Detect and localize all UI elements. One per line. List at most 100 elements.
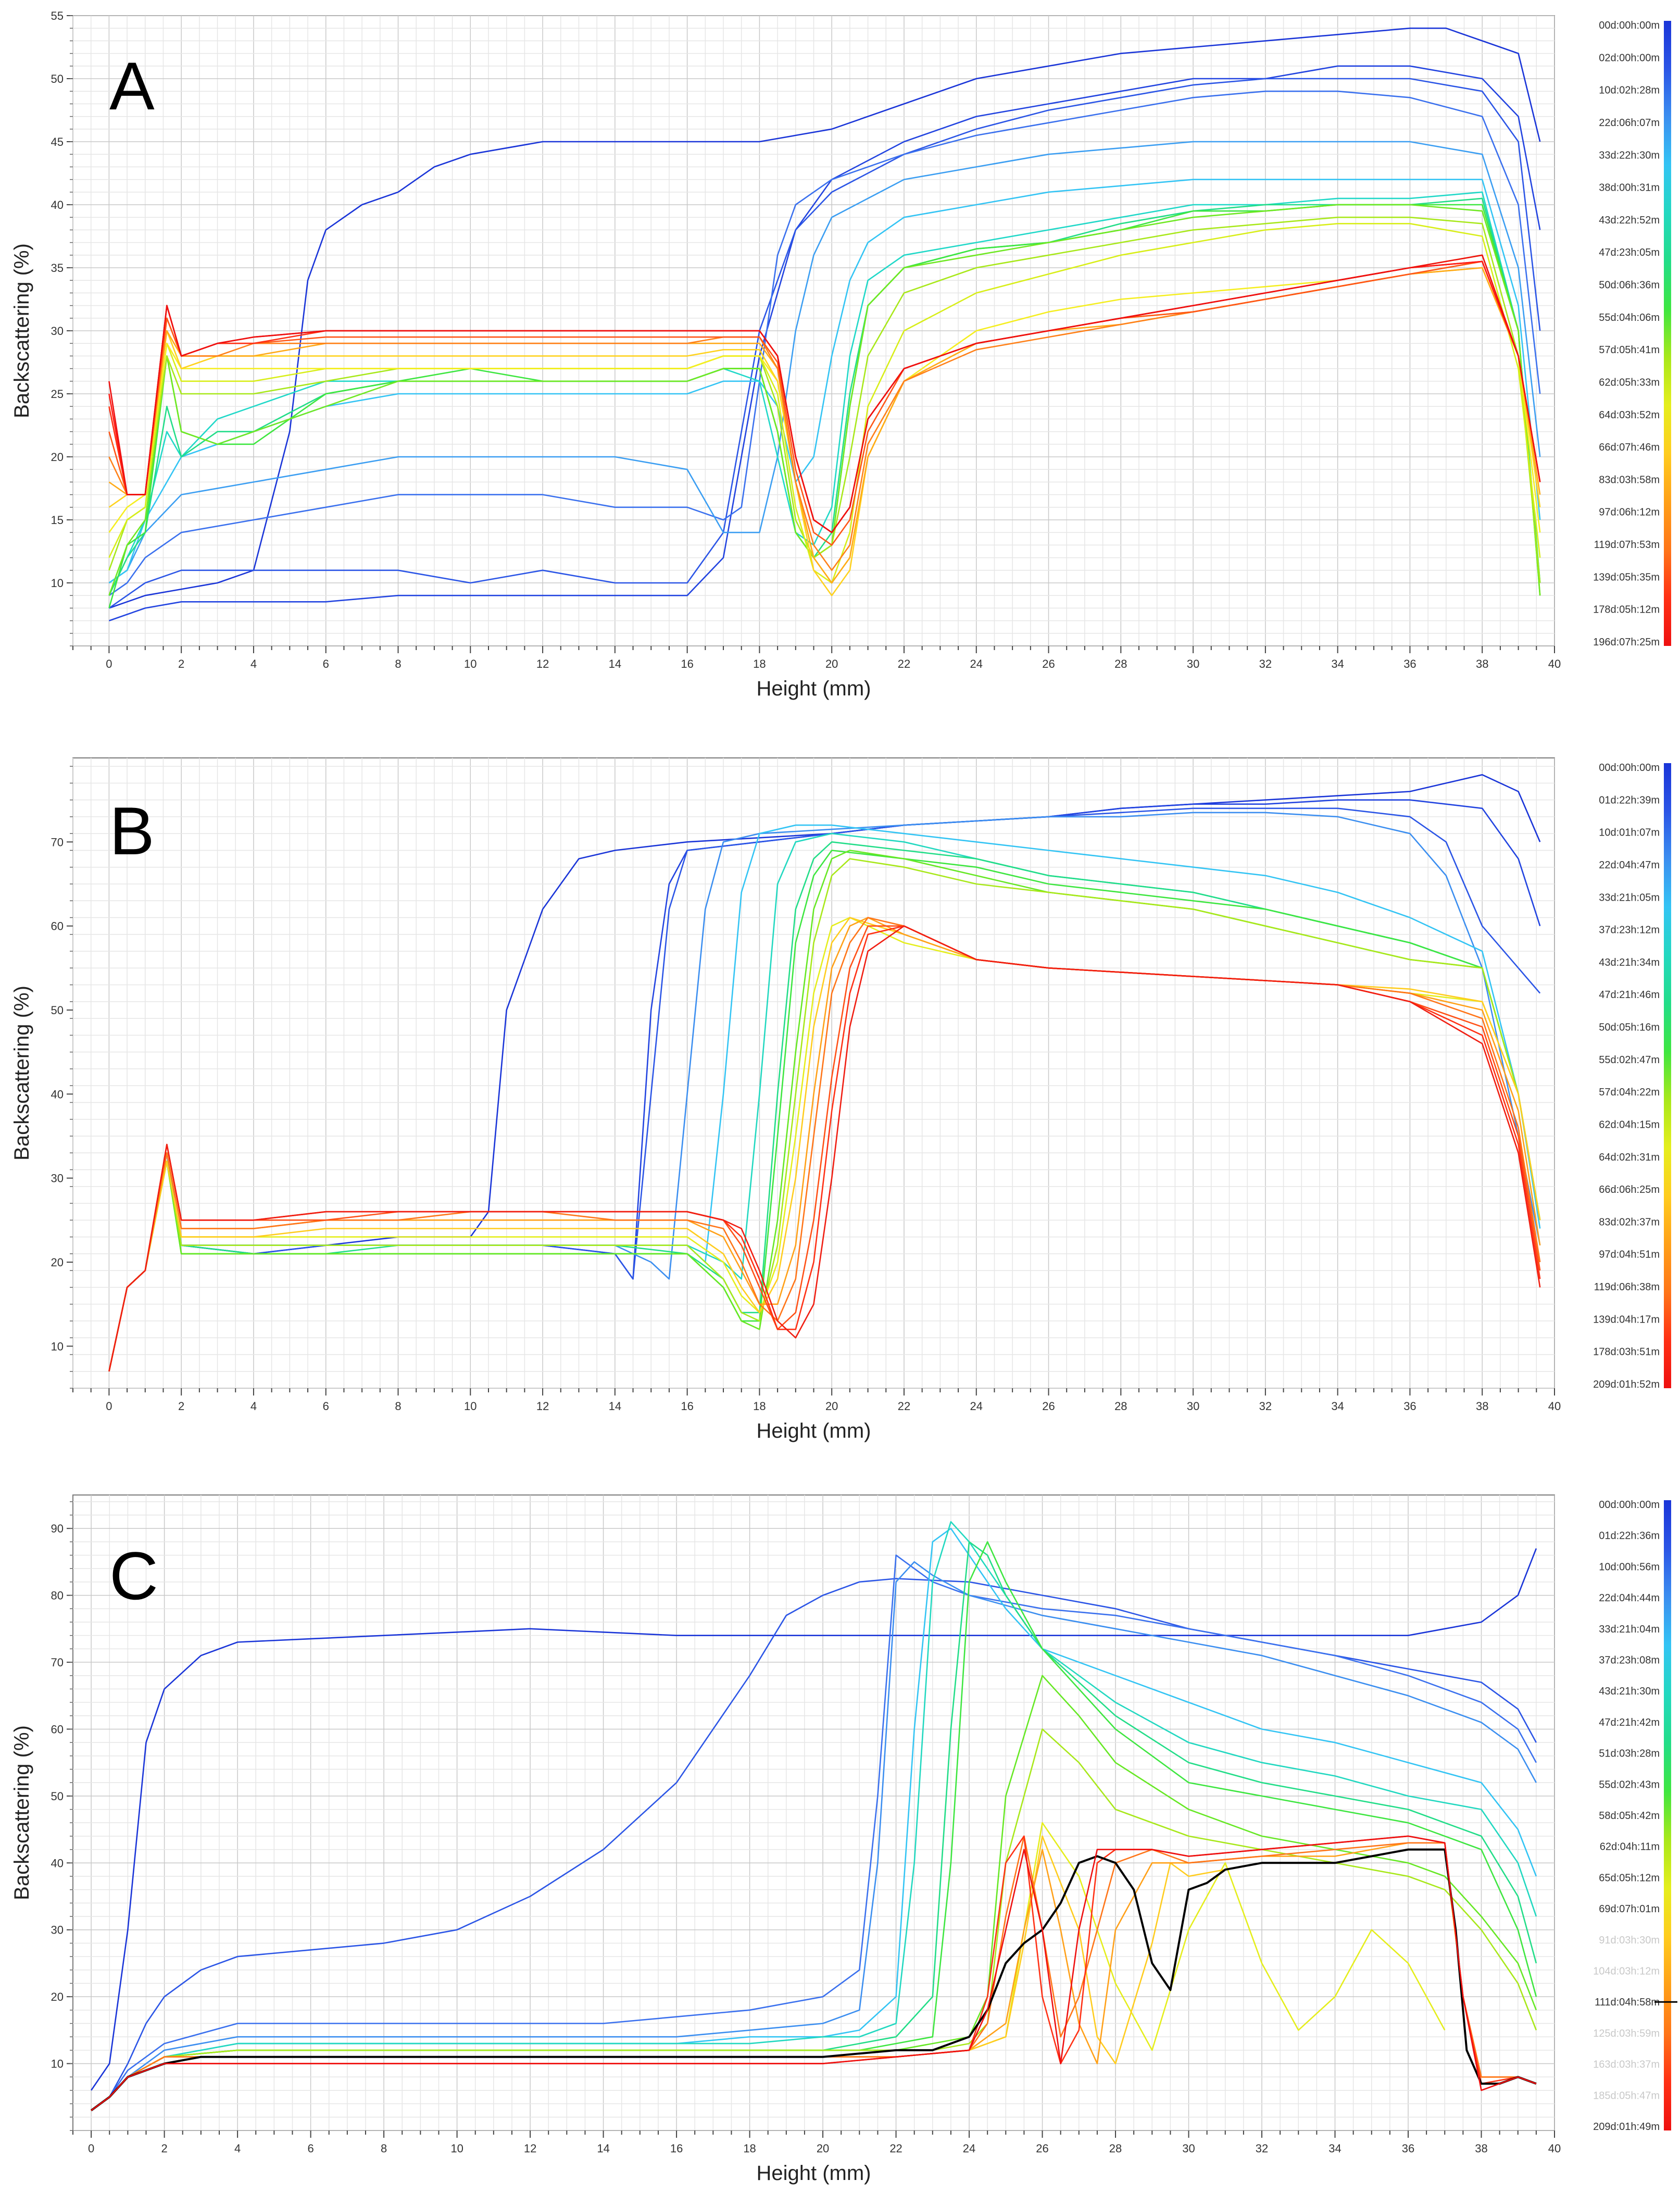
chart-panel-c: 0 2 4 6 8 10 12 14 16 18 20 22 24 26 28 30 32 34 36 38 40Hei… [10, 1494, 1677, 2185]
y-axis: 10 15 20 25 30 35 40 45 50 55 [51, 9, 73, 646]
y-axis: 10 20 30 40 50 60 70 [51, 766, 73, 1389]
series-line [108, 78, 1541, 609]
x-axis: 0 2 4 6 8 10 12 14 16 18 20 22 24 26 28 30 32 34 36 38 40 [72, 1388, 1561, 1413]
series-group [108, 27, 1541, 621]
x-axis-label: Height (mm) [756, 677, 871, 700]
legend-color-bar [1664, 1500, 1671, 2130]
legend-time-label: 62d:05h:33m [1599, 377, 1660, 388]
x-tick-label: 26 [1042, 1400, 1055, 1413]
x-tick-label: 28 [1114, 1400, 1127, 1413]
x-tick-label: 16 [670, 2142, 683, 2155]
legend-time-label: 10d:01h:07m [1599, 827, 1660, 839]
x-tick-label: 4 [234, 2142, 241, 2155]
y-tick-label: 50 [51, 1004, 64, 1017]
legend-time-label: 50d:05h:16m [1599, 1022, 1660, 1033]
legend-time-label: 47d:23h:05m [1599, 247, 1660, 258]
x-tick-label: 10 [450, 2142, 463, 2155]
series-line [91, 1561, 1537, 2111]
x-tick-label: 14 [597, 2142, 609, 2155]
x-tick-label: 28 [1114, 657, 1127, 670]
legend-time-label: 43d:21h:30m [1599, 1686, 1660, 1697]
x-tick-label: 6 [323, 1400, 329, 1413]
x-tick-label: 18 [753, 657, 766, 670]
series-group [90, 1521, 1537, 2112]
legend-time-label: 83d:02h:37m [1599, 1216, 1660, 1228]
series-line [108, 254, 1541, 533]
x-tick-label: 22 [898, 1400, 910, 1413]
x-tick-label: 36 [1403, 657, 1416, 670]
series-line [108, 223, 1541, 584]
legend-time-label: 01d:22h:39m [1599, 794, 1660, 806]
x-tick-label: 0 [106, 1400, 112, 1413]
x-tick-label: 40 [1548, 1400, 1561, 1413]
y-tick-label: 50 [51, 72, 64, 85]
series-line [91, 1548, 1537, 2091]
legend-time-label: 10d:00h:56m [1599, 1561, 1660, 1573]
x-tick-label: 12 [524, 2142, 536, 2155]
x-tick-label: 22 [898, 657, 910, 670]
x-tick-label: 40 [1548, 2142, 1561, 2155]
x-tick-label: 18 [753, 1400, 766, 1413]
legend-time-label: 62d:04h:15m [1599, 1119, 1660, 1130]
legend-time-label: 02d:00h:00m [1599, 52, 1660, 64]
series-line [108, 925, 1541, 1372]
legend-time-label: 209d:01h:49m [1593, 2121, 1660, 2133]
x-tick-label: 8 [395, 657, 401, 670]
y-tick-label: 20 [51, 1256, 64, 1269]
series-group [108, 774, 1541, 1372]
y-tick-label: 10 [51, 2058, 64, 2071]
y-tick-label: 60 [51, 1723, 64, 1736]
y-tick-label: 20 [51, 1990, 64, 2003]
y-tick-label: 15 [51, 514, 64, 527]
series-line [91, 1554, 1537, 2111]
x-tick-label: 24 [970, 1400, 983, 1413]
x-tick-label: 0 [88, 2142, 94, 2155]
legend-time-label: 178d:05h:12m [1593, 604, 1660, 616]
legend-color-bar [1664, 763, 1671, 1388]
legend-time-label: 33d:21h:04m [1599, 1624, 1660, 1635]
x-tick-label: 6 [323, 657, 329, 670]
legend-time-label: 10d:02h:28m [1599, 85, 1660, 96]
x-tick-label: 16 [681, 657, 693, 670]
legend-time-label: 185d:05h:47m [1593, 2090, 1660, 2101]
y-axis: 10 20 30 40 50 60 70 80 90 [51, 1501, 73, 2131]
y-tick-label: 45 [51, 135, 64, 148]
x-tick-label: 18 [743, 2142, 756, 2155]
y-tick-label: 10 [51, 577, 64, 590]
legend-time-label: 178d:03h:51m [1593, 1347, 1660, 1358]
y-tick-label: 30 [51, 1172, 64, 1185]
x-tick-label: 12 [536, 1400, 549, 1413]
legend-time-label: 91d:03h:30m [1599, 1935, 1660, 1946]
x-tick-label: 32 [1256, 2142, 1268, 2155]
legend-color-bar [1664, 21, 1671, 646]
y-tick-label: 40 [51, 198, 64, 211]
x-axis-label: Height (mm) [756, 1419, 871, 1442]
legend-time-label: 139d:04h:17m [1593, 1314, 1660, 1325]
x-tick-label: 34 [1331, 657, 1344, 670]
x-tick-label: 6 [307, 2142, 314, 2155]
x-tick-label: 28 [1109, 2142, 1122, 2155]
legend-time-label: 51d:03h:28m [1599, 1748, 1660, 1760]
y-tick-label: 30 [51, 1924, 64, 1937]
x-tick-label: 14 [609, 1400, 621, 1413]
legend-time-label: 38d:00h:31m [1599, 182, 1660, 194]
chart-panel-a: 0 2 4 6 8 10 12 14 16 18 20 22 24 26 28 30 32 34 36 38 40Hei… [10, 9, 1671, 700]
x-tick-label: 20 [817, 2142, 829, 2155]
x-tick-label: 24 [963, 2142, 975, 2155]
x-tick-label: 38 [1475, 2142, 1487, 2155]
x-tick-label: 40 [1548, 657, 1561, 670]
series-line [108, 858, 1541, 1372]
legend-time-label: 66d:06h:25m [1599, 1184, 1660, 1195]
legend: 00d:00h:00m 01d:22h:39m 10d:01h:07m 22d:04h… [1593, 762, 1660, 1390]
x-tick-label: 32 [1259, 657, 1272, 670]
y-tick-label: 20 [51, 451, 64, 464]
x-tick-label: 12 [536, 657, 549, 670]
legend-time-label: 47d:21h:42m [1599, 1717, 1660, 1728]
y-tick-label: 55 [51, 9, 64, 22]
x-tick-label: 20 [825, 657, 838, 670]
legend-time-label: 104d:03h:12m [1593, 1966, 1660, 1977]
series-line [108, 65, 1541, 621]
legend: 00d:00h:00m 01d:22h:36m 10d:00h:56m 22d:04h… [1593, 1499, 1677, 2133]
